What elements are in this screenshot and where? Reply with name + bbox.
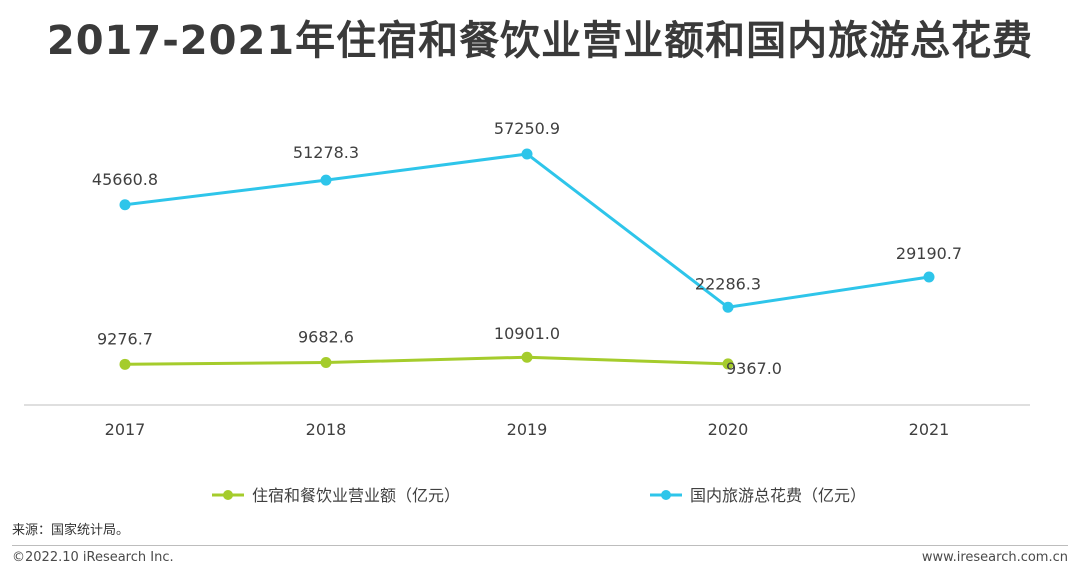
data-point: [722, 301, 734, 313]
legend-label: 住宿和餐饮业营业额（亿元）: [252, 486, 460, 505]
data-point: [521, 351, 533, 363]
line-chart: 2017 2018 2019 2020 2021 9276.7 9682.6 10901.0 9…: [24, 119, 1030, 505]
data-point: [119, 199, 131, 211]
data-label: 9276.7: [97, 329, 153, 348]
x-tick-label: 2018: [306, 420, 347, 439]
x-tick-label: 2020: [708, 420, 749, 439]
data-point: [521, 148, 533, 160]
data-label: 10901.0: [494, 324, 560, 343]
data-label: 51278.3: [293, 143, 359, 162]
data-point: [320, 357, 332, 369]
footer-divider: [12, 545, 1068, 546]
data-point: [119, 358, 131, 370]
series-line: [123, 152, 931, 309]
data-label: 57250.9: [494, 119, 560, 138]
x-tick-label: 2019: [507, 420, 548, 439]
source-note: 来源：国家统计局。: [12, 523, 130, 538]
website-link[interactable]: www.iresearch.com.cn: [921, 550, 1068, 565]
legend-swatch-marker: [661, 490, 671, 500]
chart-title: 2017-2021年住宿和餐饮业营业额和国内旅游总花费: [46, 18, 1034, 64]
data-label: 9682.6: [298, 328, 354, 347]
legend-swatch-marker: [223, 490, 233, 500]
series-line: [123, 355, 730, 366]
x-tick-label: 2017: [105, 420, 146, 439]
data-label: 9367.0: [726, 359, 782, 378]
x-tick-label: 2021: [909, 420, 950, 439]
data-point: [320, 174, 332, 186]
data-point: [923, 271, 935, 283]
data-point: [722, 358, 734, 370]
data-label: 45660.8: [92, 170, 158, 189]
data-label: 29190.7: [896, 244, 962, 263]
legend-label: 国内旅游总花费（亿元）: [690, 486, 866, 505]
copyright-text: ©2022.10 iResearch Inc.: [12, 550, 174, 565]
data-label: 22286.3: [695, 274, 761, 293]
